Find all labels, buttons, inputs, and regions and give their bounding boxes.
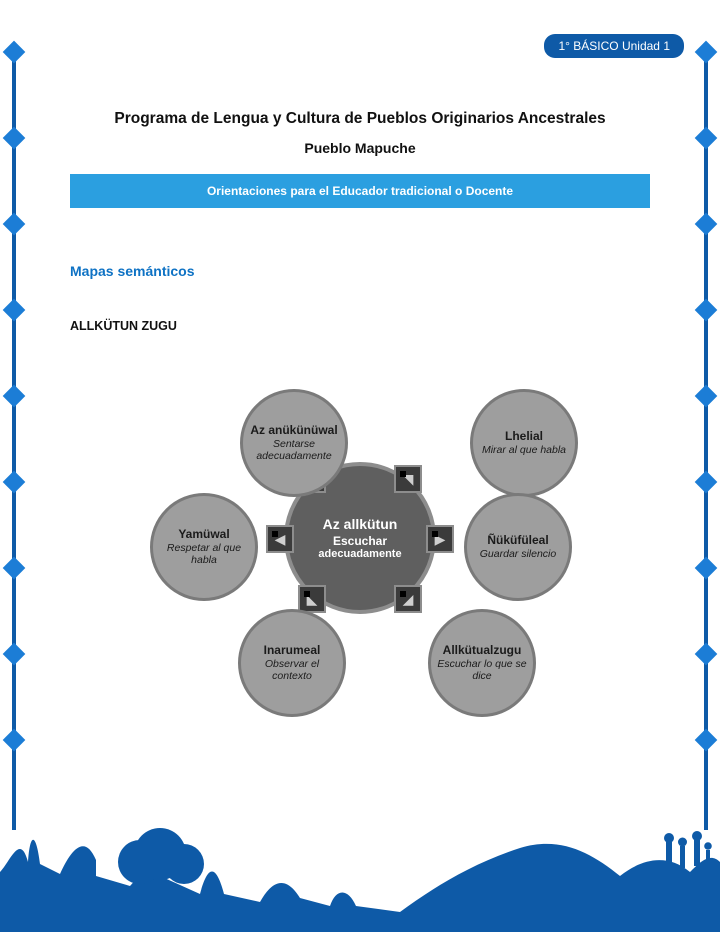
orientation-banner: Orientaciones para el Educador tradicion… <box>70 174 650 208</box>
ornament-bead <box>3 299 26 322</box>
outer-node-subtitle: Escuchar lo que se dice <box>437 659 527 682</box>
page-content: Programa de Lengua y Cultura de Pueblos … <box>70 110 650 723</box>
ornament-bead <box>3 643 26 666</box>
outer-node-title: Az anükünüwal <box>250 424 337 437</box>
semantic-map-diagram: Az allkütun Escuchar adecuadamente ◤◥◀▶◣… <box>130 353 590 723</box>
diagram-outer-node: Yamüwal Respetar al que habla <box>150 493 258 601</box>
diagram-connector: ◣ <box>298 585 326 613</box>
diagram-connector: ◥ <box>394 465 422 493</box>
ornament-bead <box>695 41 718 64</box>
outer-node-title: Yamüwal <box>178 528 229 541</box>
outer-node-subtitle: Mirar al que habla <box>482 445 566 457</box>
ornament-bead <box>695 299 718 322</box>
footer-path <box>0 840 720 932</box>
ornament-bead <box>3 557 26 580</box>
ornament-bead <box>695 471 718 494</box>
outer-node-title: Lhelial <box>505 430 543 443</box>
outer-node-title: Allkütualzugu <box>443 644 522 657</box>
ornament-bead <box>3 471 26 494</box>
left-ornament <box>0 0 28 830</box>
diagram-outer-node: Allkütualzugu Escuchar lo que se dice <box>428 609 536 717</box>
ornament-strip <box>12 50 16 830</box>
outer-node-title: Ñüküfüleal <box>487 534 548 547</box>
outer-node-subtitle: Respetar al que habla <box>159 543 249 566</box>
outer-node-subtitle: Observar el contexto <box>247 659 337 682</box>
ornament-bead <box>3 127 26 150</box>
diagram-connector: ◀ <box>266 525 294 553</box>
ornament-bead <box>3 41 26 64</box>
ornament-bead <box>695 729 718 752</box>
outer-node-subtitle: Sentarse adecuadamente <box>249 439 339 462</box>
outer-node-title: Inarumeal <box>264 644 321 657</box>
ornament-strip <box>704 50 708 830</box>
diagram-outer-node: Az anükünüwal Sentarse adecuadamente <box>240 389 348 497</box>
center-node-title: Az allkütun <box>323 516 398 532</box>
ornament-bead <box>695 557 718 580</box>
right-ornament <box>692 0 720 830</box>
connector-arrow-icon: ◀ <box>268 527 292 551</box>
center-node-line3: adecuadamente <box>318 548 401 560</box>
ornament-bead <box>695 385 718 408</box>
connector-arrow-icon: ◣ <box>300 587 324 611</box>
page-title: Programa de Lengua y Cultura de Pueblos … <box>70 110 650 128</box>
diagram-outer-node: Ñüküfüleal Guardar silencio <box>464 493 572 601</box>
ornament-bead <box>695 643 718 666</box>
outer-node-subtitle: Guardar silencio <box>480 549 556 561</box>
section-subtitle: ALLKÜTUN ZUGU <box>70 319 650 333</box>
connector-arrow-icon: ▶ <box>428 527 452 551</box>
ornament-bead <box>3 213 26 236</box>
diagram-outer-node: Lhelial Mirar al que habla <box>470 389 578 497</box>
connector-arrow-icon: ◥ <box>396 467 420 491</box>
ornament-bead <box>3 729 26 752</box>
center-node-line2: Escuchar <box>333 534 387 548</box>
diagram-connector: ▶ <box>426 525 454 553</box>
footer-silhouette <box>0 802 720 932</box>
section-title: Mapas semánticos <box>70 263 650 279</box>
connector-arrow-icon: ◢ <box>396 587 420 611</box>
page-subtitle: Pueblo Mapuche <box>70 140 650 156</box>
ornament-bead <box>695 127 718 150</box>
diagram-outer-node: Inarumeal Observar el contexto <box>238 609 346 717</box>
ornament-bead <box>695 213 718 236</box>
diagram-connector: ◢ <box>394 585 422 613</box>
ornament-bead <box>3 385 26 408</box>
unit-badge: 1° BÁSICO Unidad 1 <box>544 34 684 58</box>
